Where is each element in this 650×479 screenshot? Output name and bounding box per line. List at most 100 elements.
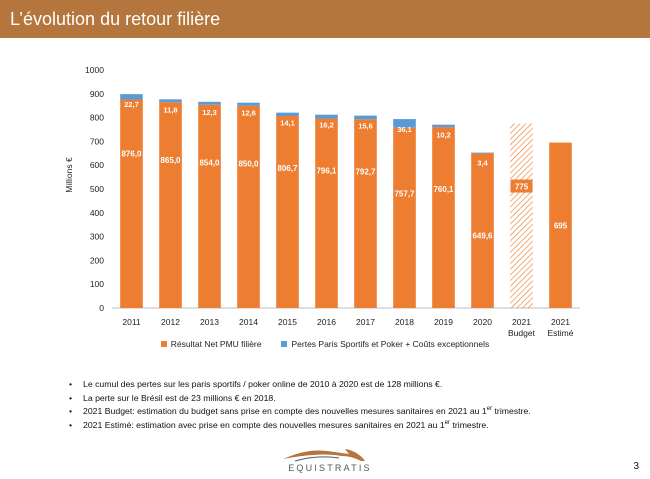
value-label-result: 806,7: [277, 164, 298, 173]
bar-pertes: [198, 101, 221, 105]
value-labels: 876,0 22,7 865,0 11,8 854,0 12,3 850,0 12,6 806,…: [121, 100, 567, 240]
legend-swatch-losses: [281, 341, 288, 347]
note-text: La perte sur le Brésil est de 23 million…: [83, 392, 276, 403]
bar-pertes: [354, 115, 377, 120]
y-tick-label: 500: [90, 184, 104, 194]
note-text: Le cumul des pertes sur les paris sporti…: [83, 379, 443, 389]
x-tick-label: 2020: [473, 317, 492, 327]
value-label-result: 865,0: [160, 156, 181, 165]
y-tick-label: 700: [90, 136, 104, 146]
y-tick-label: 400: [90, 208, 104, 218]
y-tick-label: 900: [90, 89, 104, 99]
value-label-result: 757,7: [394, 190, 415, 199]
y-axis: 0 100 200 300 400 500 600 700 800 900 1000: [85, 65, 104, 313]
logo-text: EQUISTRATIS: [288, 463, 372, 473]
value-label-result: 695: [554, 222, 568, 231]
x-axis: 2011 2012 2013 2014 2015 2016 2017 2018 2019 2020…: [112, 307, 580, 338]
value-label-result: 775: [515, 183, 529, 192]
chart-legend: Résultat Net PMU filière Pertes Paris Sp…: [0, 339, 650, 349]
x-tick-label: 2016: [317, 317, 336, 327]
bar-result-net: [432, 127, 455, 309]
y-tick-label: 800: [90, 113, 104, 123]
x-tick-sublabel: Estimé: [548, 328, 574, 338]
bar-pertes: [432, 124, 455, 128]
x-tick-label: 2018: [395, 317, 414, 327]
note-item: Le cumul des pertes sur les paris sporti…: [68, 378, 628, 392]
x-tick-label: 2015: [278, 317, 297, 327]
value-label-pertes: 10,2: [436, 131, 451, 140]
bar-pertes: [159, 99, 182, 103]
note-item: 2021 Budget: estimation du budget sans p…: [68, 405, 628, 419]
legend-item-result: Résultat Net PMU filière: [160, 339, 262, 349]
x-tick-label: 2012: [161, 317, 180, 327]
bar-pertes: [315, 114, 338, 119]
y-tick-label: 0: [99, 303, 104, 313]
bar-result-net: [354, 119, 377, 308]
note-item: La perte sur le Brésil est de 23 million…: [68, 392, 628, 406]
value-label-result: 649,6: [472, 231, 493, 240]
y-tick-label: 200: [90, 255, 104, 265]
bar-result-net: [198, 104, 221, 308]
value-label-pertes: 22,7: [124, 100, 139, 109]
bar-result-net: [510, 123, 533, 308]
y-tick-label: 300: [90, 232, 104, 242]
bar-result-net: [159, 102, 182, 308]
bar-result-net: [276, 116, 299, 308]
bar-result-net: [120, 99, 143, 309]
bar-pertes: [120, 94, 143, 100]
value-label-pertes: 3,4: [477, 159, 488, 168]
y-tick-label: 600: [90, 160, 104, 170]
bar-pertes: [237, 102, 260, 106]
bar-pertes: [276, 112, 299, 117]
value-label-pertes: 12,3: [202, 108, 217, 117]
y-axis-title: Millions €: [64, 157, 74, 193]
note-item: 2021 Estimé: estimation avec prise en co…: [68, 419, 628, 433]
x-tick-label: 2013: [200, 317, 219, 327]
value-label-result: 792,7: [355, 167, 376, 176]
value-label-result: 876,0: [121, 150, 142, 159]
legend-label-losses: Pertes Paris Sportifs et Poker + Coûts e…: [291, 339, 490, 349]
x-tick-sublabel: Budget: [508, 328, 536, 338]
value-label-bg: [510, 179, 533, 193]
value-label-pertes: 15,6: [358, 122, 373, 131]
slide-title: L’évolution du retour filière: [10, 9, 221, 29]
x-tick-label: 2011: [122, 317, 141, 327]
note-tail: trimestre.: [450, 419, 489, 430]
value-label-pertes: 14,1: [280, 119, 295, 128]
value-label-pertes: 36,1: [397, 125, 412, 134]
value-label-result: 796,1: [316, 167, 337, 176]
bars: [120, 94, 572, 309]
y-tick-label: 1000: [85, 65, 104, 75]
note-text: 2021 Budget: estimation du budget sans p…: [83, 406, 487, 416]
x-tick-label: 2021: [551, 317, 570, 327]
horse-head-icon: [283, 449, 365, 462]
equistratis-logo: EQUISTRATIS: [275, 440, 385, 476]
x-tick-label: 2017: [356, 317, 375, 327]
bar-result-net: [393, 127, 416, 309]
value-label-pertes: 11,8: [163, 105, 177, 114]
value-label-pertes: 16,2: [319, 121, 334, 130]
note-superscript: er: [486, 406, 493, 413]
value-label-result: 760,1: [433, 185, 454, 194]
bar-pertes: [471, 152, 494, 154]
value-label-result: 854,0: [199, 159, 220, 168]
legend-swatch-result: [160, 341, 167, 347]
note-text: 2021 Estimé: estimation avec prise en co…: [83, 419, 445, 430]
bar-pertes: [393, 119, 416, 128]
bar-result-net: [549, 142, 572, 308]
y-tick-label: 100: [90, 279, 104, 289]
x-tick-label: 2019: [434, 317, 453, 327]
bar-result-net: [315, 118, 338, 308]
slide-header: L’évolution du retour filière: [0, 0, 650, 38]
legend-item-losses: Pertes Paris Sportifs et Poker + Coûts e…: [281, 339, 489, 349]
note-superscript: er: [444, 419, 451, 426]
x-tick-label: 2021: [512, 317, 531, 327]
page-number: 3: [633, 461, 639, 472]
legend-label-result: Résultat Net PMU filière: [170, 339, 262, 349]
bar-result-net: [471, 153, 494, 308]
x-tick-label: 2014: [239, 317, 258, 327]
notes-list: Le cumul des pertes sur les paris sporti…: [68, 378, 628, 432]
value-label-pertes: 12,6: [241, 109, 256, 118]
value-label-result: 850,0: [238, 160, 259, 169]
